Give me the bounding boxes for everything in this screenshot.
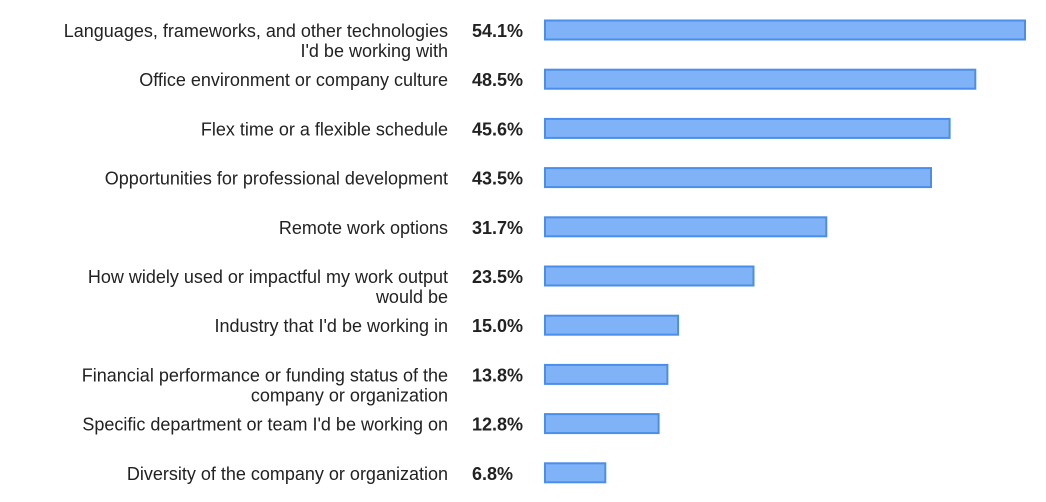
category-label-line: Remote work options (279, 218, 448, 238)
category-label-line: would be (375, 287, 448, 307)
category-label: Diversity of the company or organization (127, 464, 448, 484)
category-label-line: I'd be working with (300, 41, 448, 61)
bar (544, 117, 951, 139)
category-label-line: Flex time or a flexible schedule (201, 119, 448, 139)
category-label-line: Industry that I'd be working in (214, 316, 448, 336)
bar (544, 314, 680, 336)
category-label: Languages, frameworks, and other technol… (64, 21, 448, 61)
bar (544, 216, 828, 238)
bar (544, 19, 1026, 41)
value-label: 6.8% (472, 464, 513, 484)
category-label: Specific department or team I'd be worki… (82, 415, 448, 435)
category-label: Remote work options (279, 218, 448, 238)
bar (544, 462, 607, 484)
value-label: 31.7% (472, 218, 523, 238)
value-label: 43.5% (472, 169, 523, 189)
value-label: 48.5% (472, 70, 523, 90)
category-label: Opportunities for professional developme… (105, 169, 448, 189)
category-label-line: How widely used or impactful my work out… (88, 267, 448, 287)
value-label: 12.8% (472, 415, 523, 435)
category-label-line: Specific department or team I'd be worki… (82, 415, 448, 435)
category-label-line: Office environment or company culture (139, 70, 448, 90)
bar (544, 265, 755, 287)
category-label: Flex time or a flexible schedule (201, 119, 448, 139)
value-label: 54.1% (472, 21, 523, 41)
bar (544, 363, 669, 385)
bar (544, 413, 660, 435)
category-label: Industry that I'd be working in (214, 316, 448, 336)
value-label: 45.6% (472, 119, 523, 139)
bar (544, 68, 977, 90)
category-label: How widely used or impactful my work out… (88, 267, 448, 307)
value-label: 15.0% (472, 316, 523, 336)
category-label-line: Languages, frameworks, and other technol… (64, 21, 448, 41)
category-label-line: Financial performance or funding status … (82, 365, 448, 385)
category-label: Office environment or company culture (139, 70, 448, 90)
category-label-line: Diversity of the company or organization (127, 464, 448, 484)
category-label-line: Opportunities for professional developme… (105, 169, 448, 189)
category-label: Financial performance or funding status … (82, 365, 448, 405)
value-label: 13.8% (472, 365, 523, 385)
bar (544, 167, 932, 189)
category-label-line: company or organization (251, 385, 448, 405)
value-label: 23.5% (472, 267, 523, 287)
